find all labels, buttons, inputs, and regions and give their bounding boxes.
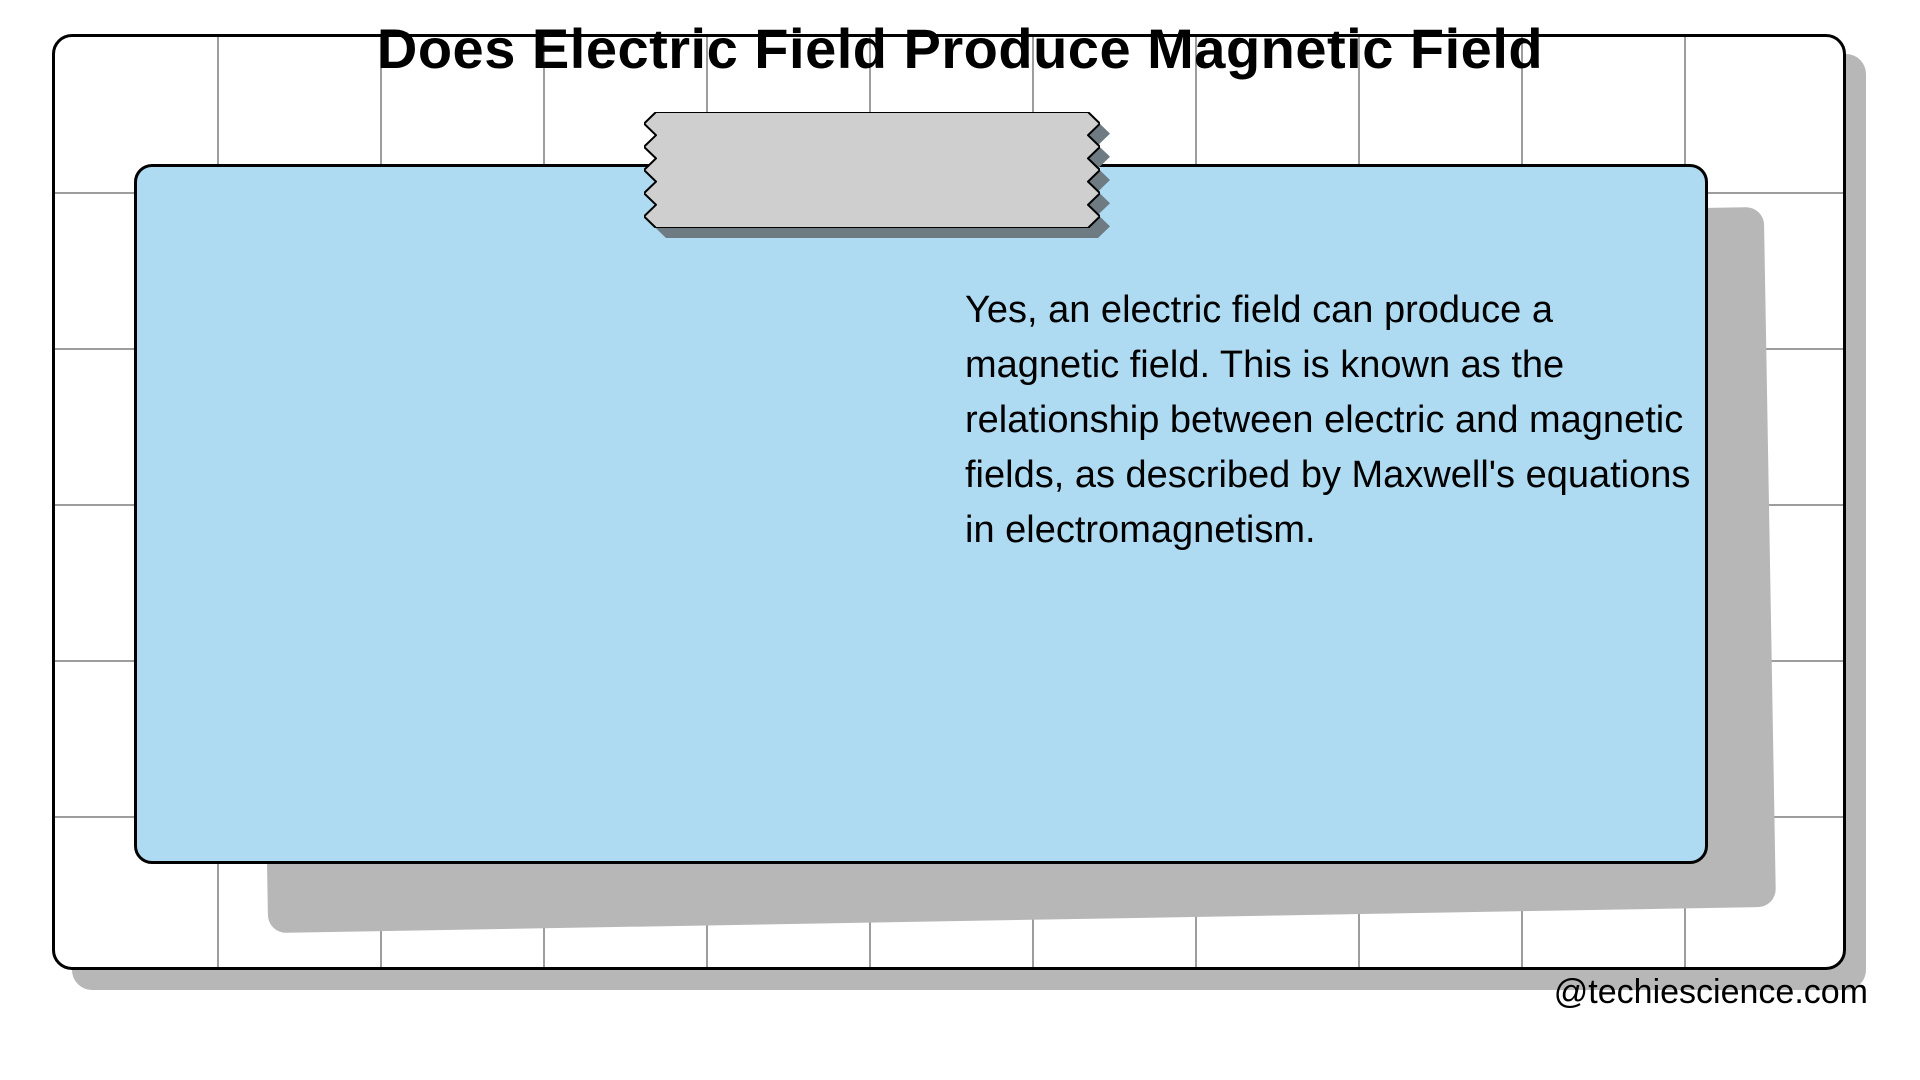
info-card: Yes, an electric field can produce a mag…	[134, 164, 1708, 864]
card-body-text: Yes, an electric field can produce a mag…	[965, 283, 1705, 558]
page-title: Does Electric Field Produce Magnetic Fie…	[0, 16, 1920, 81]
watermark: @techiescience.com	[1554, 973, 1868, 1012]
tape	[644, 112, 1110, 238]
tape-front	[644, 112, 1100, 228]
